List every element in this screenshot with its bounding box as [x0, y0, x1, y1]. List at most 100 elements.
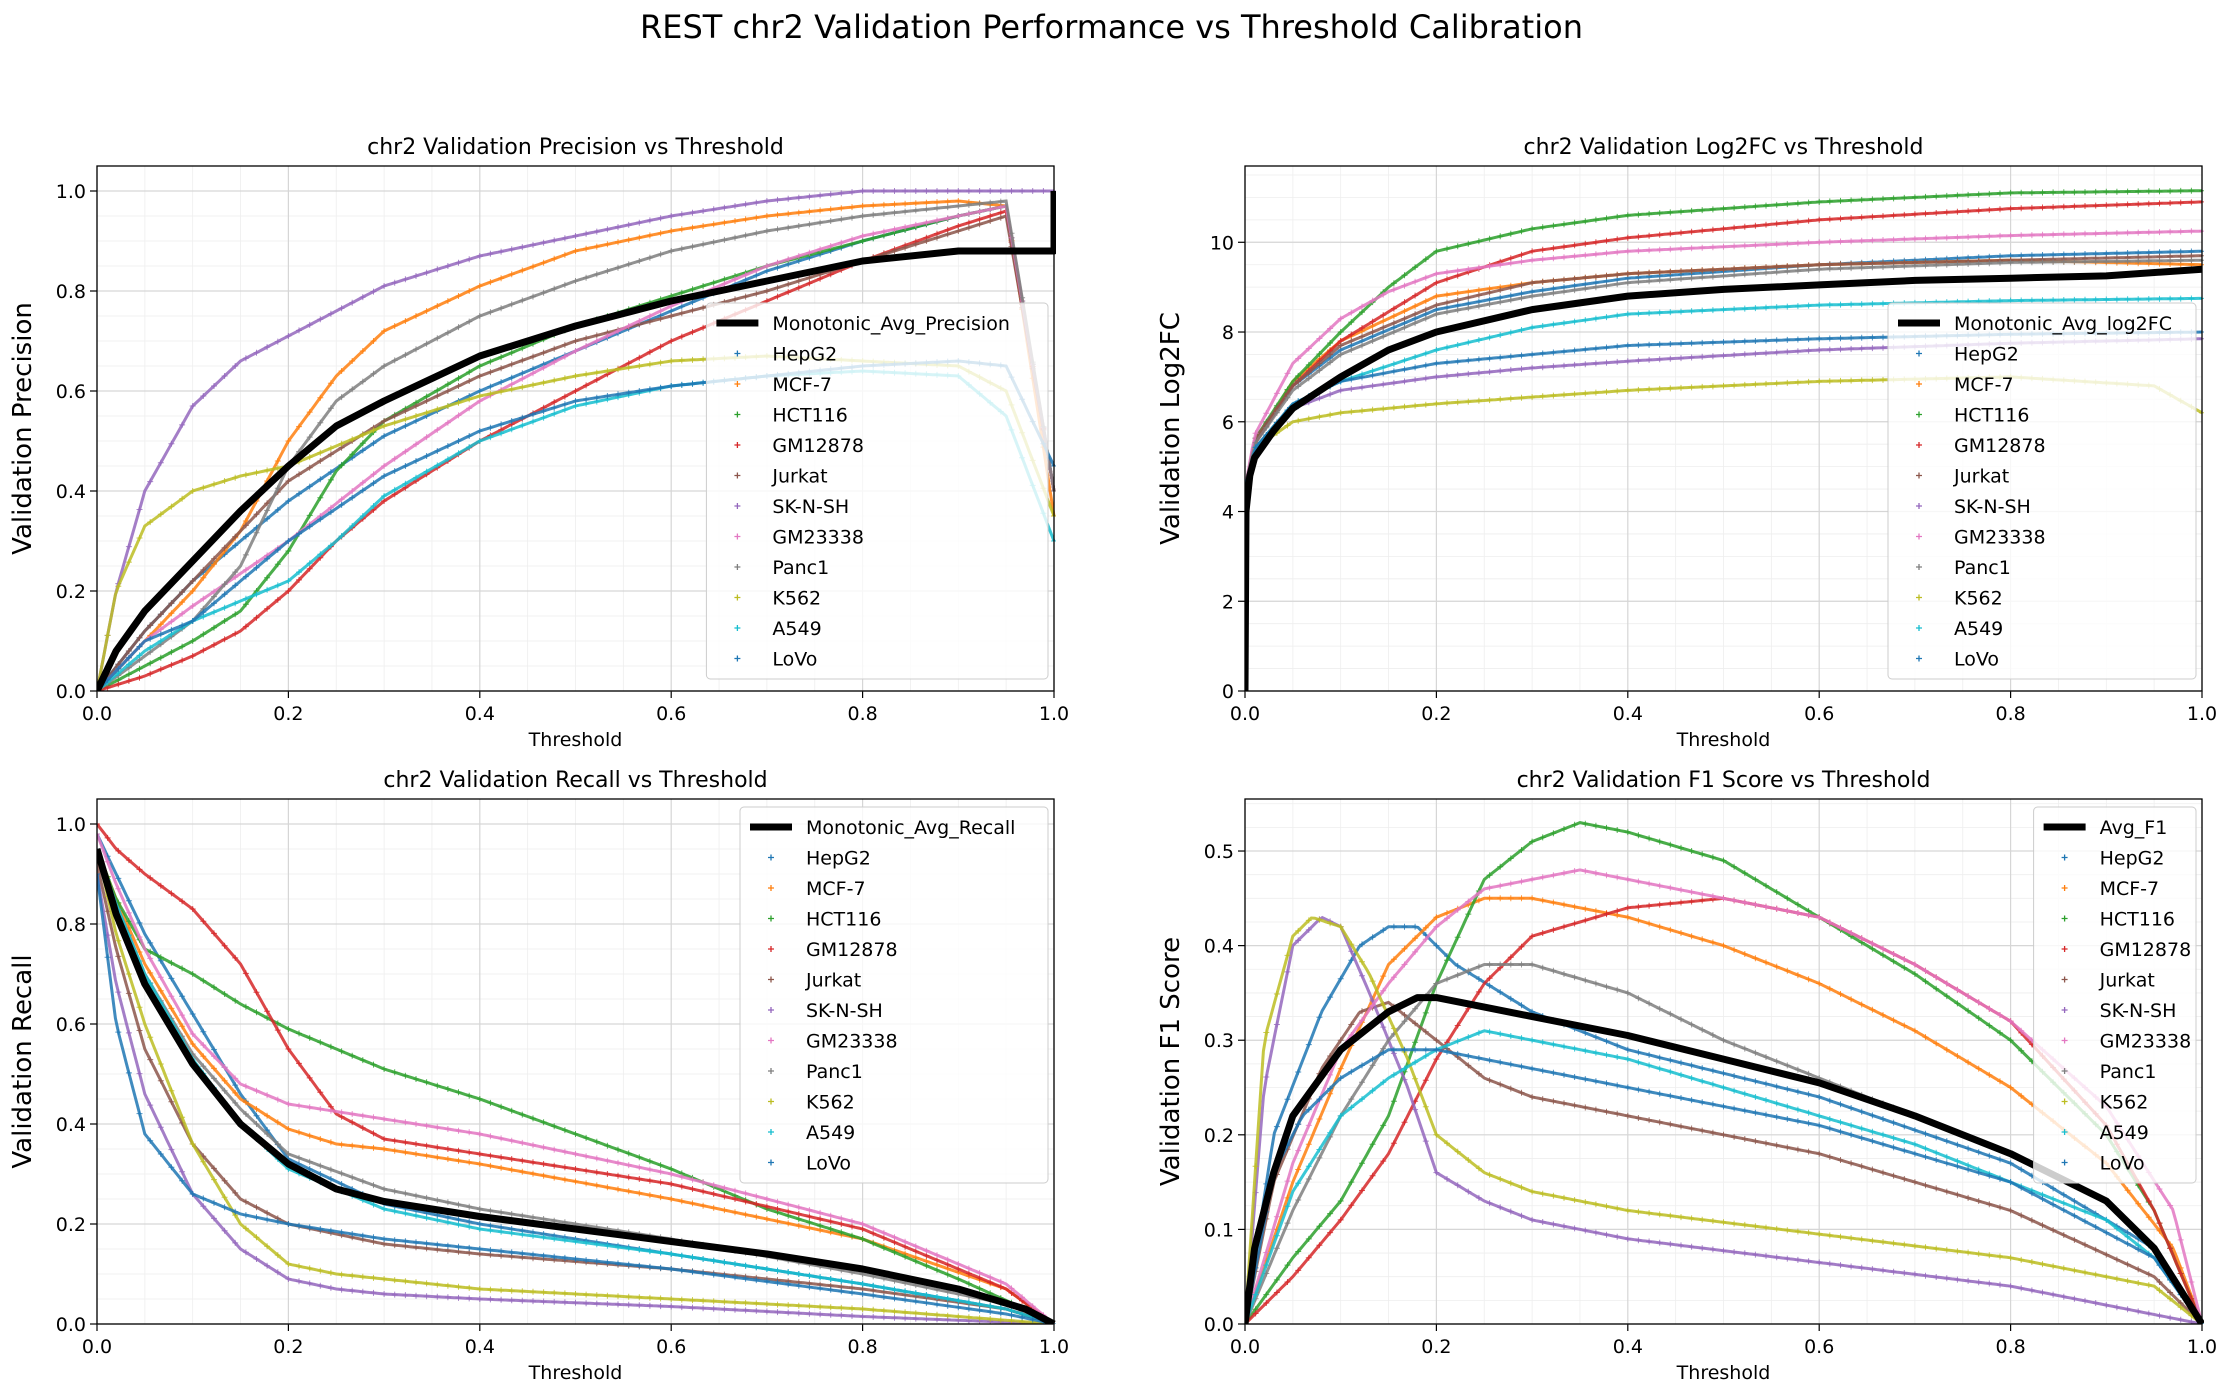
legend-label: A549 [1954, 618, 2003, 640]
series-markers [1245, 198, 2204, 493]
legend-marker [1916, 503, 1922, 509]
legend-label: GM23338 [1954, 527, 2046, 549]
x-tick-label: 0.0 [82, 703, 112, 725]
x-tick-label: 0.2 [273, 1336, 303, 1358]
average-line [1245, 994, 2204, 1324]
legend-label: SK-N-SH [772, 496, 849, 518]
subplot-title: chr2 Validation Precision vs Threshold [367, 135, 784, 160]
series-markers [97, 831, 1056, 1324]
x-tick-label: 0.4 [1613, 703, 1643, 725]
legend-label: K562 [1954, 588, 2003, 610]
x-tick-label: 0.0 [82, 1336, 112, 1358]
y-tick-label: 0.2 [1204, 1125, 1234, 1147]
y-tick-label: 1.0 [56, 181, 86, 203]
series-markers [1245, 916, 2204, 1324]
legend-label: MCF-7 [2100, 878, 2160, 900]
x-tick-label: 0.6 [1804, 1336, 1834, 1358]
legend-label: LoVo [1954, 649, 1999, 671]
legend-marker [2061, 1068, 2068, 1074]
x-tick-label: 0.8 [1995, 1336, 2025, 1358]
y-tick-label: 0.6 [56, 381, 86, 403]
legend-label: MCF-7 [806, 878, 866, 900]
series-sk-n-sh [1245, 915, 2204, 1324]
x-tick-label: 0.8 [847, 1336, 877, 1358]
legend-marker [734, 381, 741, 387]
series-panc1 [1245, 257, 2204, 493]
series-hct116 [1245, 187, 2204, 493]
legend-marker [734, 442, 741, 448]
legend-label: LoVo [806, 1153, 851, 1175]
series-gm23338 [97, 831, 1056, 1324]
legend-label: Jurkat [2099, 970, 2155, 992]
x-tick-label: 0.2 [1421, 1336, 1451, 1358]
average-line [97, 848, 1056, 1324]
x-tick-label: 1.0 [1039, 1336, 1069, 1358]
legend: Avg_F1 HepG2 MCF-7 HCT116 GM12878 Jurkat SK-N-… [2033, 806, 2197, 1184]
series-markers [1245, 228, 2204, 493]
x-tick-label: 0.6 [656, 703, 686, 725]
plot-area [97, 821, 1056, 1324]
legend-marker [1916, 472, 1922, 479]
y-tick-label: 0.0 [56, 1314, 86, 1336]
legend-marker [1916, 442, 1922, 448]
series-a549 [1245, 1028, 2204, 1324]
axes-frame [1244, 165, 2203, 692]
x-tick-label: 0.2 [1421, 703, 1451, 725]
legend-marker [1916, 533, 1922, 540]
legend-label: A549 [2100, 1122, 2149, 1144]
legend-label: Panc1 [806, 1061, 863, 1083]
y-tick-label: 0.1 [1204, 1219, 1234, 1241]
series-jurkat [1245, 1000, 2204, 1324]
x-tick-label: 0.2 [273, 703, 303, 725]
legend-marker [2061, 854, 2068, 861]
legend-label: GM23338 [2100, 1031, 2192, 1053]
legend-marker [768, 1037, 774, 1044]
series-lovo [97, 871, 1056, 1324]
series-markers [97, 821, 1056, 1324]
legend-marker [734, 472, 741, 479]
series-mcf-7 [97, 198, 1056, 691]
legend-marker [2061, 1159, 2068, 1166]
legend-label: HCT116 [1954, 405, 2029, 427]
figure-title: REST chr2 Validation Performance vs Thre… [640, 8, 1583, 46]
average-line [97, 191, 1056, 691]
legend-label: GM12878 [1954, 435, 2046, 457]
legend-marker [734, 411, 741, 418]
legend-marker [1916, 594, 1922, 601]
series-markers [1245, 187, 2204, 493]
x-axis-label: Threshold [1676, 1362, 1771, 1384]
y-tick-label: 4 [1222, 502, 1234, 524]
legend-marker [768, 946, 774, 952]
legend-marker [2061, 1037, 2068, 1044]
legend-marker [2061, 885, 2068, 891]
y-tick-label: 0.0 [56, 681, 86, 703]
legend-label: Avg_F1 [2100, 817, 2168, 839]
legend-marker [734, 655, 741, 662]
legend-marker [734, 350, 741, 357]
series-markers [1245, 1046, 2204, 1324]
legend-label: K562 [2100, 1092, 2149, 1114]
series-markers [1245, 257, 2204, 493]
y-axis-label: Validation Precision [8, 302, 38, 555]
x-tick-label: 0.6 [656, 1336, 686, 1358]
legend-marker [768, 854, 774, 861]
legend-label: Jurkat [1953, 466, 2009, 488]
legend-marker [734, 503, 741, 509]
legend-marker [1916, 625, 1922, 631]
legend-marker [2061, 1129, 2068, 1135]
legend-label: Monotonic_Avg_Precision [772, 313, 1010, 335]
legend-box [1887, 302, 2197, 680]
legend-label: SK-N-SH [1954, 496, 2031, 518]
series-markers [97, 846, 1056, 1324]
legend-label: A549 [772, 618, 821, 640]
series-jurkat [97, 214, 1056, 691]
x-tick-label: 1.0 [2187, 703, 2217, 725]
legend-label: LoVo [2100, 1153, 2145, 1175]
plot-area [97, 188, 1056, 691]
y-tick-label: 0.0 [1204, 1314, 1234, 1336]
legend-label: Panc1 [1954, 557, 2011, 579]
legend-label: Monotonic_Avg_Recall [806, 817, 1015, 839]
legend-label: Jurkat [805, 970, 861, 992]
x-tick-label: 0.4 [465, 1336, 495, 1358]
x-tick-label: 0.6 [1804, 703, 1834, 725]
